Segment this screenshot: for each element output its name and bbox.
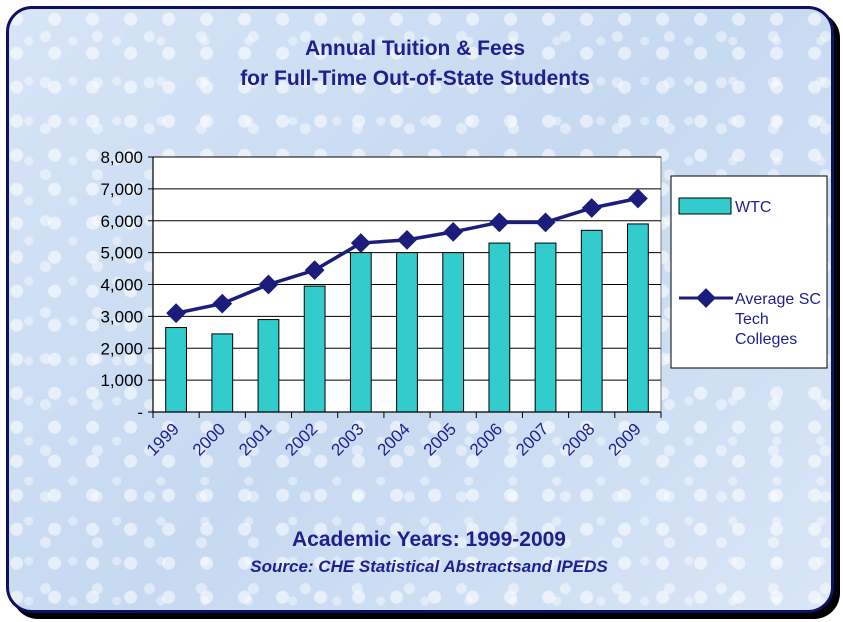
legend-label-wtc: WTC <box>735 199 771 216</box>
bar-wtc-2004 <box>396 252 418 413</box>
chart-frame: Annual Tuition & Fees for Full-Time Out-… <box>6 6 834 613</box>
point-average-1999 <box>166 303 186 324</box>
bar-wtc-2005 <box>442 252 465 413</box>
source-note: Source: CHE Statistical Abstractsand IPE… <box>250 557 608 576</box>
legend-label-average-2: Tech <box>735 311 769 328</box>
y-tick-label-6000: 6,000 <box>100 212 143 231</box>
chart: Annual Tuition & Fees for Full-Time Out-… <box>100 37 828 576</box>
x-tick-label-2005: 2005 <box>420 419 460 459</box>
y-tick-label-8000: 8,000 <box>100 148 143 167</box>
y-tick-label-4000: 4,000 <box>100 276 143 295</box>
y-tick-labels: - 1,000 2,000 3,000 4,000 5,000 6,000 7,000 8,00… <box>100 148 153 422</box>
bar-wtc-2006 <box>488 242 511 413</box>
legend-label-average-3: Colleges <box>735 331 797 348</box>
bar-wtc-2000 <box>211 333 234 413</box>
x-tick-label-2001: 2001 <box>235 419 275 459</box>
x-tick-label-2007: 2007 <box>512 419 552 459</box>
y-tick-label-7000: 7,000 <box>100 180 143 199</box>
point-average-2006 <box>489 212 510 233</box>
bar-wtc-1999 <box>165 327 187 413</box>
bar-wtc-2001 <box>257 319 280 413</box>
bar-wtc-2009 <box>627 223 649 413</box>
x-tick-label-2009: 2009 <box>605 419 645 459</box>
chart-title-line-2: for Full-Time Out-of-State Students <box>240 67 590 90</box>
legend-label-average-1: Average SC <box>735 291 821 308</box>
x-tick-label-2003: 2003 <box>327 419 367 459</box>
y-tick-label-5000: 5,000 <box>100 244 143 263</box>
y-tick-label-0: - <box>137 403 143 422</box>
x-tick-label-2006: 2006 <box>466 419 506 459</box>
point-average-2005 <box>443 222 464 242</box>
x-tick-label-2002: 2002 <box>281 419 321 459</box>
point-average-2000 <box>212 293 233 314</box>
x-tick-label-2000: 2000 <box>189 419 229 459</box>
x-tick-label-2004: 2004 <box>374 419 414 459</box>
point-average-2003 <box>350 233 371 253</box>
bar-wtc-2003 <box>349 252 372 413</box>
point-average-2004 <box>397 229 417 250</box>
x-tick-label-2008: 2008 <box>558 419 598 459</box>
bar-wtc-2007 <box>534 242 557 413</box>
x-tick-labels: 1999 2000 2001 2002 2003 2004 2005 2006 2007 2008… <box>143 412 662 460</box>
legend-swatch-wtc <box>678 197 732 215</box>
y-tick-label-1000: 1,000 <box>100 371 143 390</box>
bar-wtc-2008 <box>580 229 603 413</box>
point-average-2002 <box>304 260 325 281</box>
chart-title-line-1: Annual Tuition & Fees <box>305 37 525 60</box>
y-tick-label-2000: 2,000 <box>100 339 143 358</box>
x-axis-label: Academic Years: 1999-2009 <box>292 528 566 551</box>
legend-swatch-average-marker <box>696 288 716 308</box>
bar-series-wtc <box>165 223 649 413</box>
bar-wtc-2002 <box>303 285 326 413</box>
y-tick-label-3000: 3,000 <box>100 307 143 326</box>
x-tick-label-1999: 1999 <box>143 419 183 459</box>
